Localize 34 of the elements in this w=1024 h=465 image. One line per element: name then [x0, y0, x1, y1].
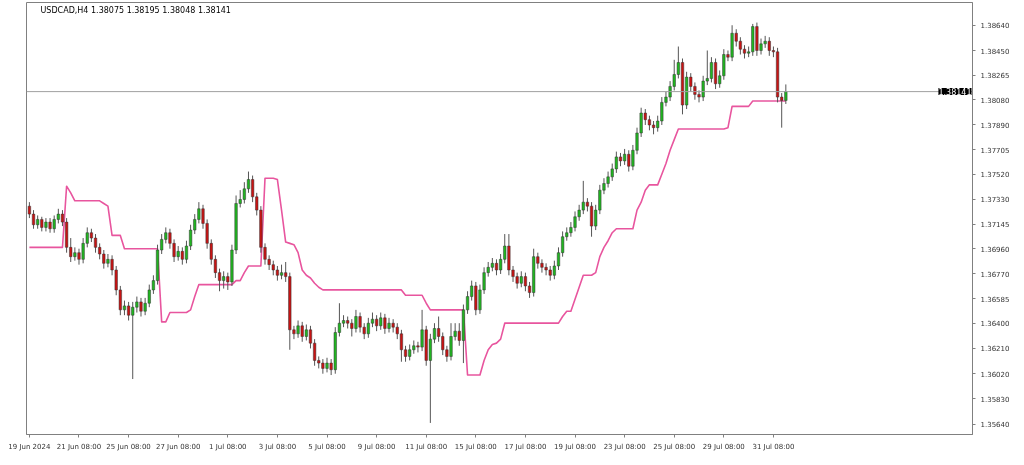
candlestick [73, 246, 77, 262]
candlestick [358, 312, 362, 333]
candlestick [354, 309, 358, 333]
candlestick [366, 317, 370, 339]
candlestick [321, 358, 325, 375]
candlestick [391, 318, 395, 333]
candlestick [135, 296, 139, 314]
candlestick [139, 297, 143, 318]
chart-title: USDCAD,H4 1.38075 1.38195 1.38048 1.38141 [40, 5, 231, 15]
candlestick [102, 249, 106, 270]
candlestick [627, 149, 631, 173]
candlestick [660, 96, 664, 126]
candlestick [701, 75, 705, 102]
candlestick [242, 181, 246, 204]
candlestick [722, 48, 726, 81]
candlestick [523, 272, 527, 292]
candlestick [540, 258, 544, 274]
candlestick [325, 357, 329, 373]
candlestick [131, 301, 135, 380]
candlestick [383, 313, 387, 335]
candlestick [474, 281, 478, 316]
candlestick [544, 262, 548, 276]
candlestick [730, 24, 734, 62]
candlestick [44, 217, 48, 232]
candlestick [48, 217, 52, 234]
candlestick [755, 22, 759, 57]
ref-line-label: 1.38141 [938, 88, 972, 98]
candlestick [449, 322, 453, 361]
candlestick [106, 253, 110, 268]
candlestick [387, 317, 391, 333]
candlestick [784, 83, 788, 105]
candlestick [300, 321, 304, 343]
candlestick [296, 320, 300, 339]
candlestick [767, 36, 771, 57]
